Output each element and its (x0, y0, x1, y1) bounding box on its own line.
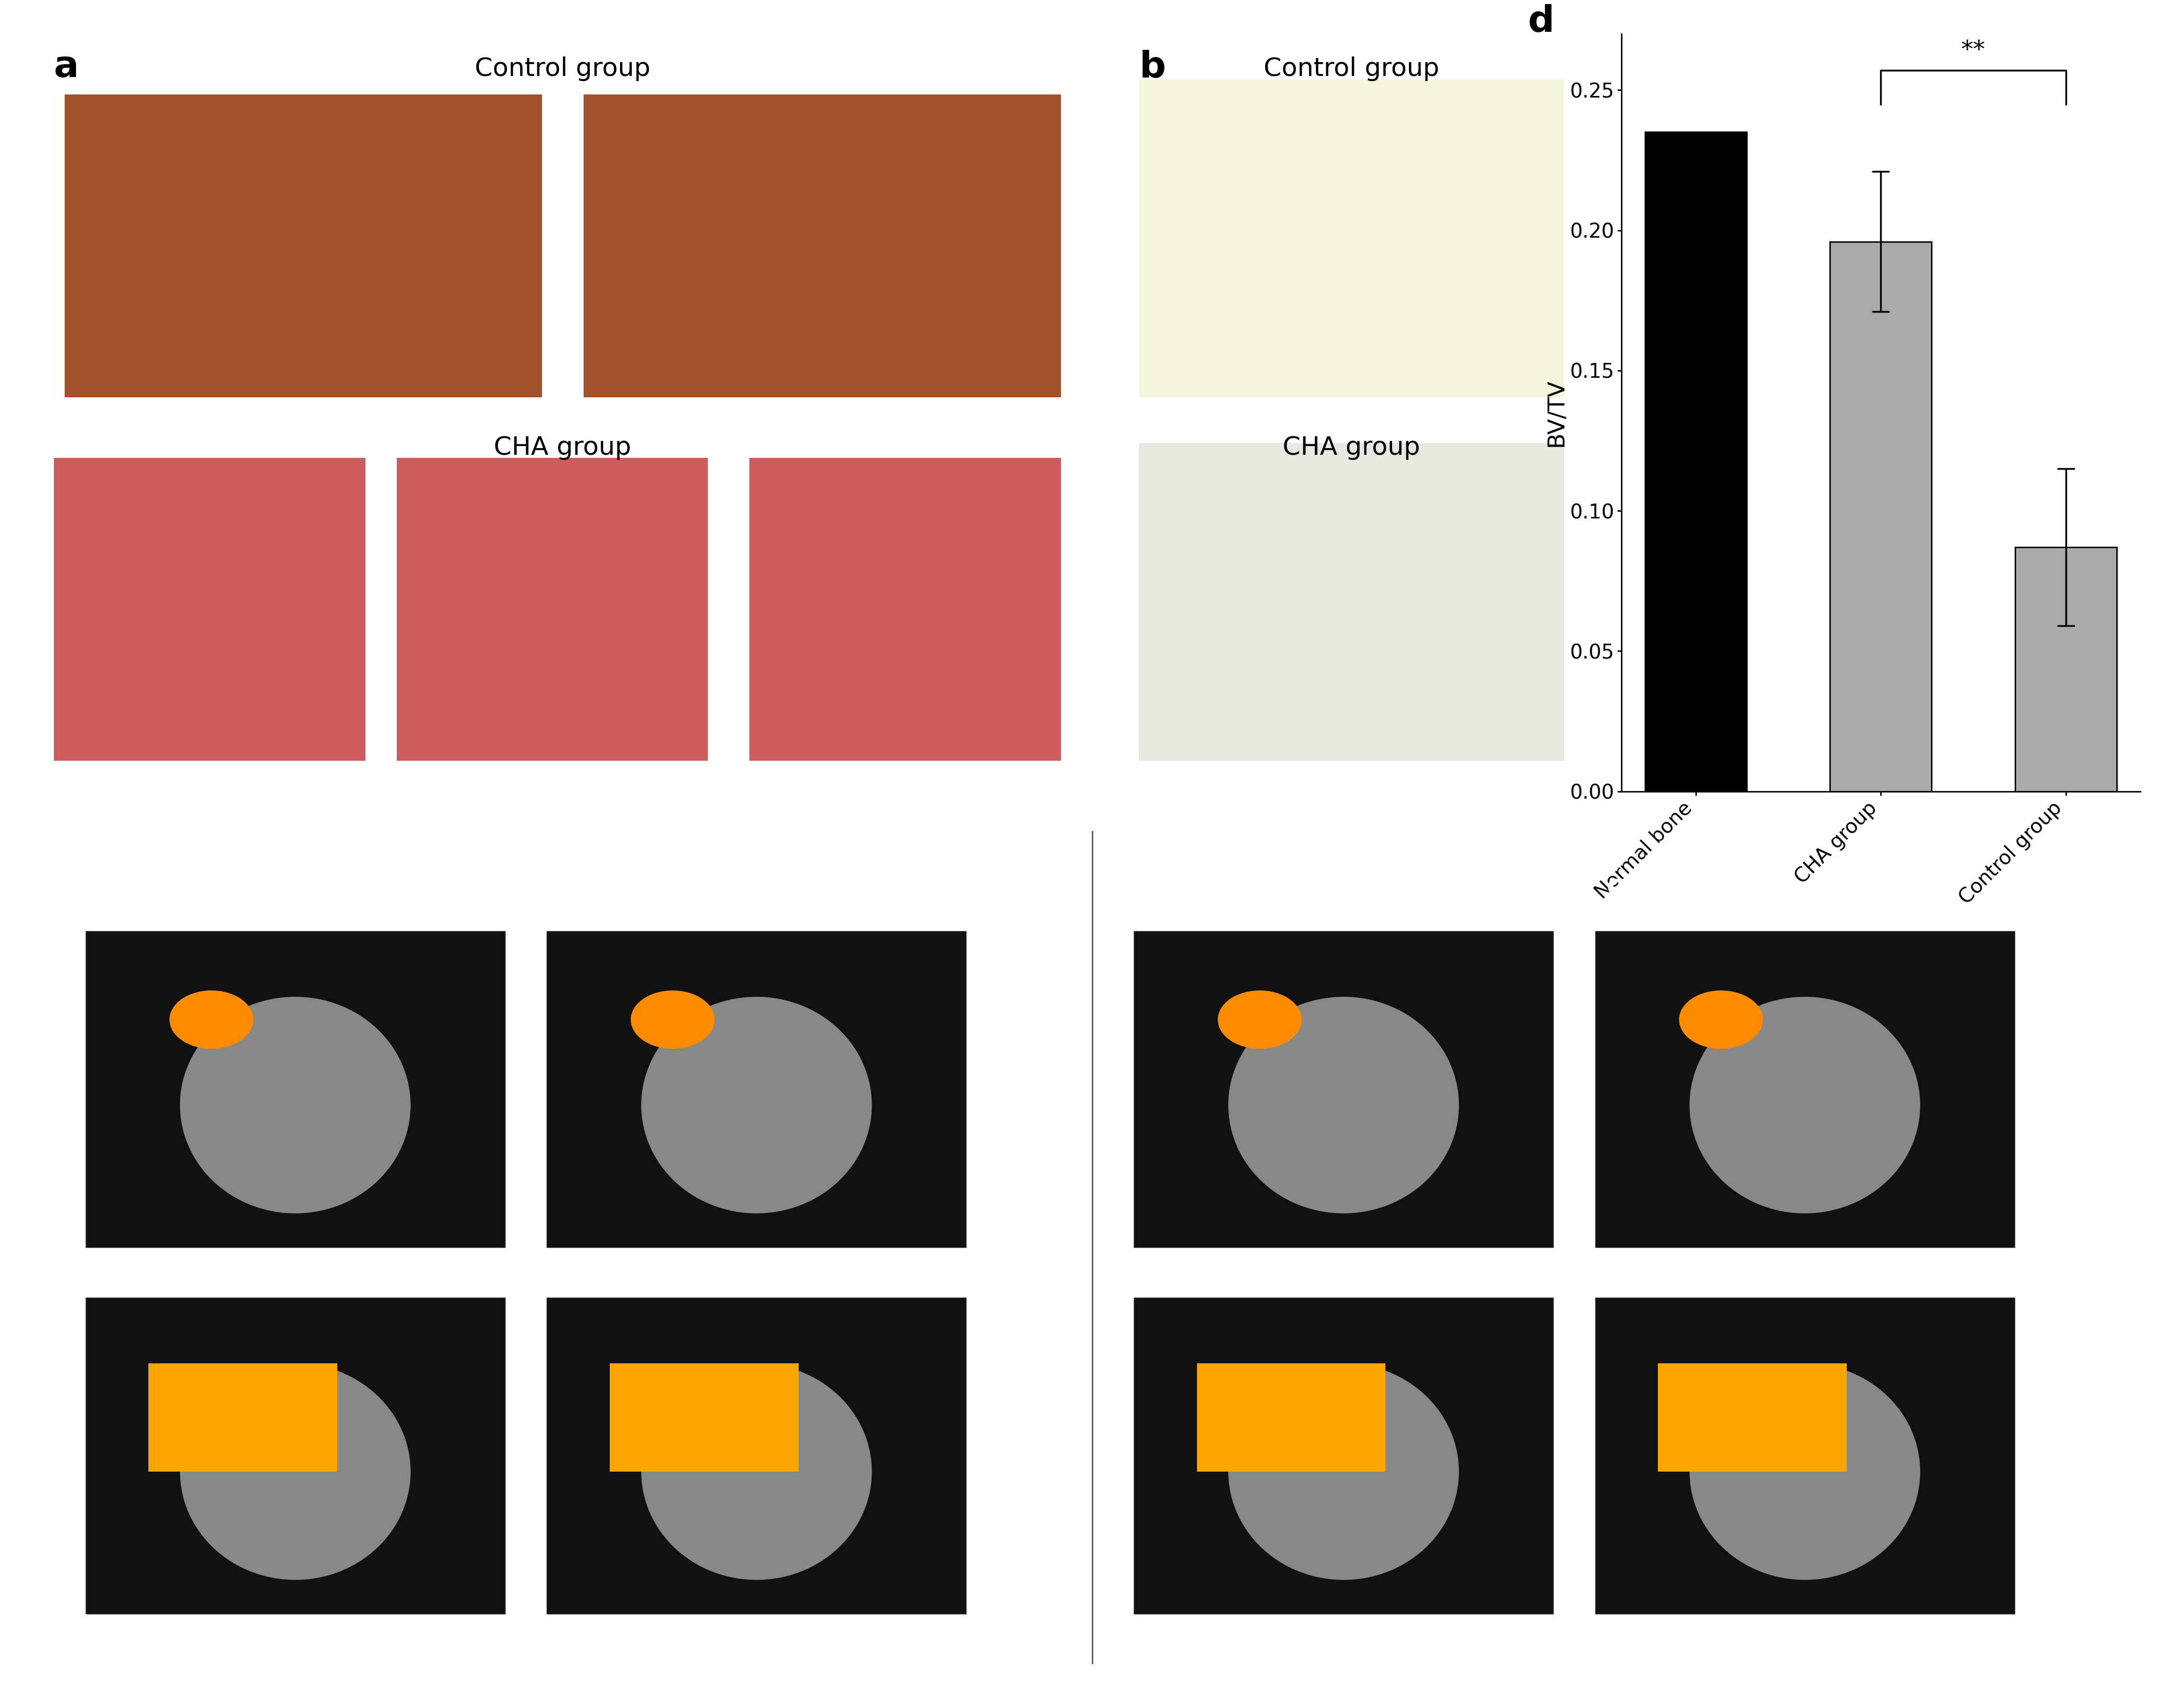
Text: Control group: Control group (1265, 56, 1439, 82)
FancyBboxPatch shape (609, 1363, 799, 1472)
FancyBboxPatch shape (749, 458, 1061, 761)
Text: CHA group: CHA group (494, 435, 631, 460)
Text: **: ** (1961, 39, 1985, 63)
Ellipse shape (642, 1363, 871, 1579)
Ellipse shape (1690, 997, 1920, 1214)
Ellipse shape (642, 997, 871, 1214)
FancyBboxPatch shape (85, 931, 505, 1248)
FancyBboxPatch shape (397, 458, 708, 761)
Ellipse shape (631, 990, 714, 1049)
Text: a: a (55, 49, 79, 85)
Bar (2016, 547, 2116, 791)
FancyBboxPatch shape (66, 95, 542, 397)
Ellipse shape (170, 990, 253, 1049)
FancyBboxPatch shape (1658, 1363, 1848, 1472)
Bar (1645, 132, 1747, 791)
FancyBboxPatch shape (1594, 1297, 2014, 1615)
FancyBboxPatch shape (1140, 80, 1564, 397)
Text: Control group: Control group (474, 56, 651, 82)
Text: c: c (66, 856, 87, 891)
Text: d: d (1529, 3, 1555, 39)
Ellipse shape (1690, 1363, 1920, 1579)
Text: b: b (1140, 49, 1166, 85)
Ellipse shape (1219, 990, 1302, 1049)
Bar (1830, 241, 1931, 791)
FancyBboxPatch shape (1133, 1297, 1553, 1615)
FancyBboxPatch shape (149, 1363, 336, 1472)
FancyBboxPatch shape (546, 1297, 965, 1615)
Ellipse shape (179, 1363, 411, 1579)
FancyBboxPatch shape (1140, 443, 1564, 761)
FancyBboxPatch shape (85, 1297, 505, 1615)
Text: CHA group: CHA group (1527, 873, 1706, 902)
FancyBboxPatch shape (1197, 1363, 1385, 1472)
FancyBboxPatch shape (1133, 931, 1553, 1248)
Y-axis label: BV/TV: BV/TV (1544, 379, 1568, 447)
FancyBboxPatch shape (583, 95, 1061, 397)
Ellipse shape (1227, 997, 1459, 1214)
Ellipse shape (1227, 1363, 1459, 1579)
Ellipse shape (179, 997, 411, 1214)
FancyBboxPatch shape (55, 458, 365, 761)
Text: CHA group: CHA group (1282, 435, 1420, 460)
FancyBboxPatch shape (1594, 931, 2014, 1248)
FancyBboxPatch shape (546, 931, 965, 1248)
Text: Control: Control (507, 873, 629, 902)
Ellipse shape (1679, 990, 1762, 1049)
